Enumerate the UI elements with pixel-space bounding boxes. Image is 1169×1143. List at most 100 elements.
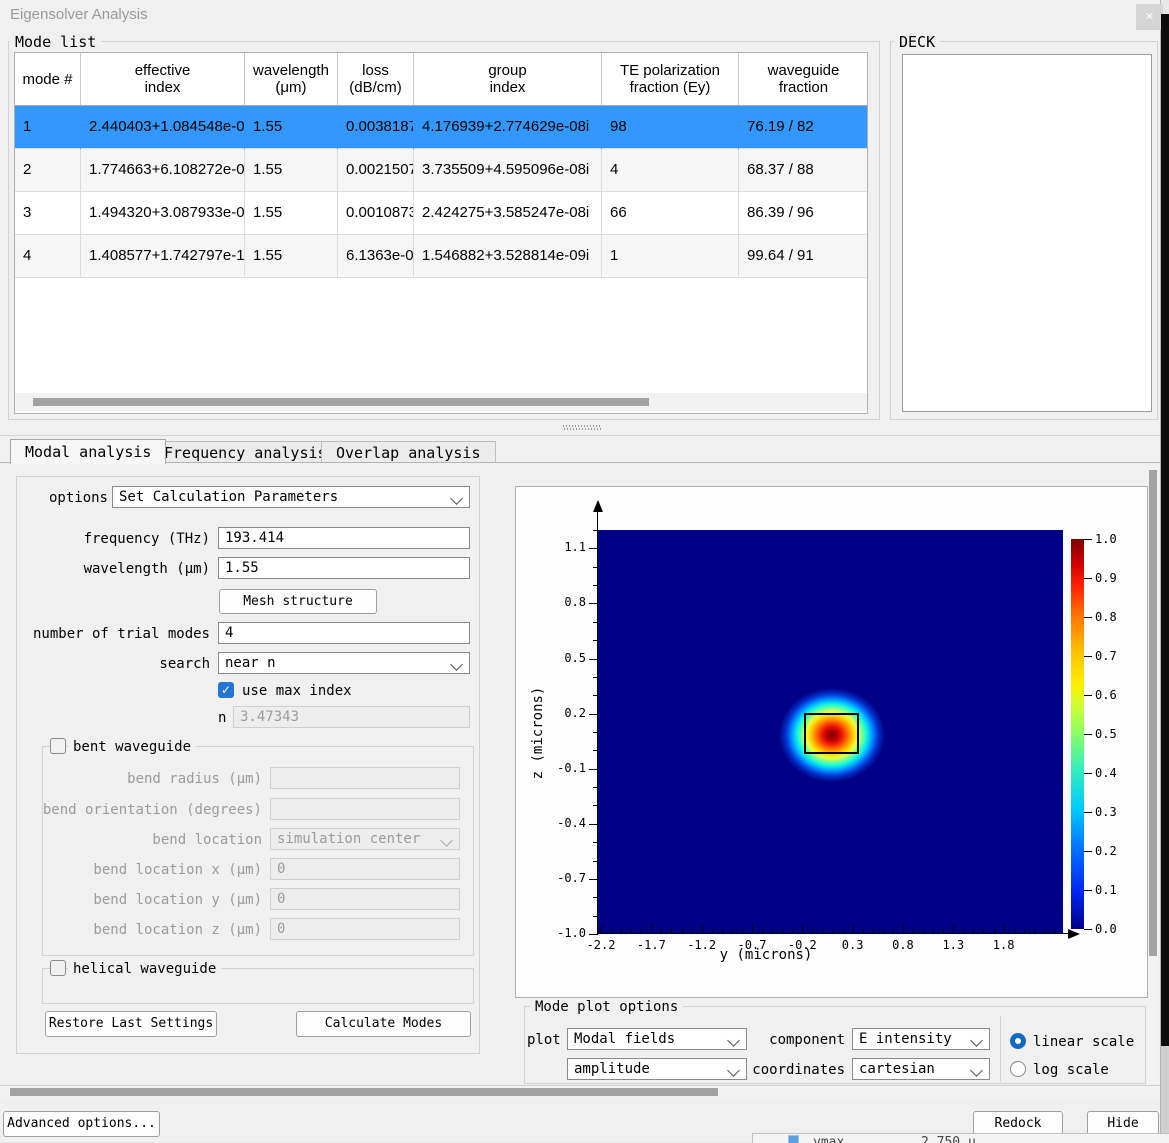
plot-label: plot <box>527 1032 561 1048</box>
y-major-tick <box>589 548 598 549</box>
tab-frequency-analysis[interactable]: Frequency analysis <box>149 441 342 463</box>
tab-overlap-analysis[interactable]: Overlap analysis <box>321 441 496 463</box>
colorbar-tick-label: 0.3 <box>1095 805 1117 819</box>
y-major-tick <box>589 879 598 880</box>
splitter-handle[interactable] <box>563 425 601 430</box>
coordinates-value: cartesian <box>859 1061 935 1077</box>
colorbar-tick-label: 0.4 <box>1095 766 1117 780</box>
column-header[interactable]: wavelength (μm) <box>245 53 338 105</box>
chevron-down-icon <box>727 1064 740 1077</box>
y-major-tick <box>589 603 598 604</box>
table-row[interactable]: 2 1.774663+6.108272e-09i 1.55 0.0021507 3.73… <box>15 149 867 192</box>
colorbar-tick-label: 1.0 <box>1095 532 1117 546</box>
column-header[interactable]: group index <box>414 53 602 105</box>
x-minor-tick <box>994 929 995 934</box>
x-minor-tick <box>1034 929 1035 934</box>
column-header[interactable]: waveguide fraction <box>739 53 867 105</box>
linear-scale-radio[interactable] <box>1010 1033 1026 1049</box>
mesh-structure-button[interactable]: Mesh structure <box>219 589 377 614</box>
close-button[interactable]: × <box>1136 4 1163 30</box>
redock-button[interactable]: Redock <box>973 1111 1063 1137</box>
use-max-index-checkbox[interactable]: ✓ <box>218 682 234 698</box>
search-combobox[interactable]: near n <box>218 652 470 674</box>
x-minor-tick <box>883 929 884 934</box>
mode-plot-options-groupbox <box>524 1006 1146 1084</box>
mode-field-image[interactable] <box>598 530 1063 934</box>
table-row[interactable]: 1 2.440403+1.084548e-08i 1.55 0.0038187 4.17… <box>15 106 867 149</box>
restore-last-settings-button[interactable]: Restore Last Settings <box>45 1011 217 1037</box>
x-major-tick <box>752 925 753 934</box>
frequency-input[interactable]: 193.414 <box>218 527 470 549</box>
table-cell: 1.546882+3.528814e-09i <box>414 235 602 278</box>
x-minor-tick <box>873 929 874 934</box>
advanced-options-button[interactable]: Advanced options... <box>3 1111 160 1137</box>
pane-hscrollbar[interactable] <box>0 1086 1160 1098</box>
x-minor-tick <box>611 929 612 934</box>
column-header[interactable]: mode # <box>15 53 81 105</box>
table-cell: 1.55 <box>245 192 338 235</box>
bend-orientation-input <box>270 798 460 820</box>
y-major-tick <box>589 824 598 825</box>
coordinates-combobox[interactable]: cartesian <box>852 1058 990 1080</box>
deck-list[interactable] <box>902 54 1152 412</box>
n-label: n <box>218 710 227 726</box>
pane-hscrollbar-thumb[interactable] <box>10 1088 718 1096</box>
table-cell: 3.735509+4.595096e-08i <box>414 149 602 192</box>
scale-group-divider <box>1000 1016 1001 1082</box>
helical-waveguide-checkbox[interactable] <box>50 960 66 976</box>
table-cell: 1.494320+3.087933e-09i <box>81 192 245 235</box>
x-minor-tick <box>782 929 783 934</box>
table-hscrollbar-thumb[interactable] <box>33 398 649 406</box>
calculate-modes-button[interactable]: Calculate Modes <box>296 1011 471 1037</box>
log-scale-radio[interactable] <box>1010 1061 1026 1077</box>
x-major-tick <box>953 925 954 934</box>
column-header[interactable]: TE polarization fraction (Ey) <box>602 53 739 105</box>
tab-modal-analysis[interactable]: Modal analysis <box>10 439 167 464</box>
bent-waveguide-groupbox <box>42 746 474 956</box>
plot-combobox[interactable]: Modal fields <box>567 1028 747 1050</box>
table-hscrollbar[interactable] <box>15 393 867 411</box>
bend-location-label: bend location <box>152 832 262 848</box>
bend-radius-label: bend radius (μm) <box>127 771 262 787</box>
x-minor-tick <box>692 929 693 934</box>
chevron-down-icon <box>970 1034 983 1047</box>
y-minor-tick <box>593 695 598 696</box>
y-major-tick <box>589 714 598 715</box>
colorbar-tick <box>1084 890 1092 891</box>
options-label: options <box>48 490 108 506</box>
y-minor-tick <box>593 897 598 898</box>
colorbar-tick <box>1084 656 1092 657</box>
x-tick-label: 0.8 <box>892 938 914 952</box>
x-minor-tick <box>661 929 662 934</box>
table-cell: 99.64 / 91 <box>739 235 867 278</box>
bend-location-z-input: 0 <box>270 918 460 940</box>
x-minor-tick <box>762 929 763 934</box>
pane-vscrollbar-thumb[interactable] <box>1149 470 1157 956</box>
options-combobox[interactable]: Set Calculation Parameters <box>112 486 470 508</box>
mode-plot-options-label: Mode plot options <box>530 999 684 1015</box>
hide-button[interactable]: Hide <box>1087 1111 1159 1137</box>
y-minor-tick <box>593 622 598 623</box>
table-cell: 4.176939+2.774629e-08i <box>414 106 602 149</box>
bent-waveguide-checkbox[interactable] <box>50 738 66 754</box>
pane-vscrollbar[interactable] <box>1148 466 1158 1084</box>
component-combobox[interactable]: E intensity <box>852 1028 990 1050</box>
table-cell: 3 <box>15 192 81 235</box>
column-header[interactable]: effective index <box>81 53 245 105</box>
y-tick-label: -0.1 <box>557 760 586 775</box>
table-cell: 2.440403+1.084548e-08i <box>81 106 245 149</box>
x-minor-tick <box>943 929 944 934</box>
table-cell: 68.37 / 88 <box>739 149 867 192</box>
x-minor-tick <box>963 929 964 934</box>
table-row[interactable]: 3 1.494320+3.087933e-09i 1.55 0.0010873 2.42… <box>15 192 867 235</box>
table-row[interactable]: 41.408577+1.742797e-10i1.556.1363e-051.5… <box>15 235 867 278</box>
trial-modes-input[interactable]: 4 <box>218 622 470 644</box>
x-minor-tick <box>923 929 924 934</box>
colorbar-tick-label: 0.2 <box>1095 844 1117 858</box>
use-max-index-label: use max index <box>242 683 352 699</box>
wavelength-input[interactable]: 1.55 <box>218 557 470 579</box>
table-cell: 1.55 <box>245 106 338 149</box>
column-header[interactable]: loss (dB/cm) <box>338 53 414 105</box>
amplitude-combobox[interactable]: amplitude <box>567 1058 747 1080</box>
